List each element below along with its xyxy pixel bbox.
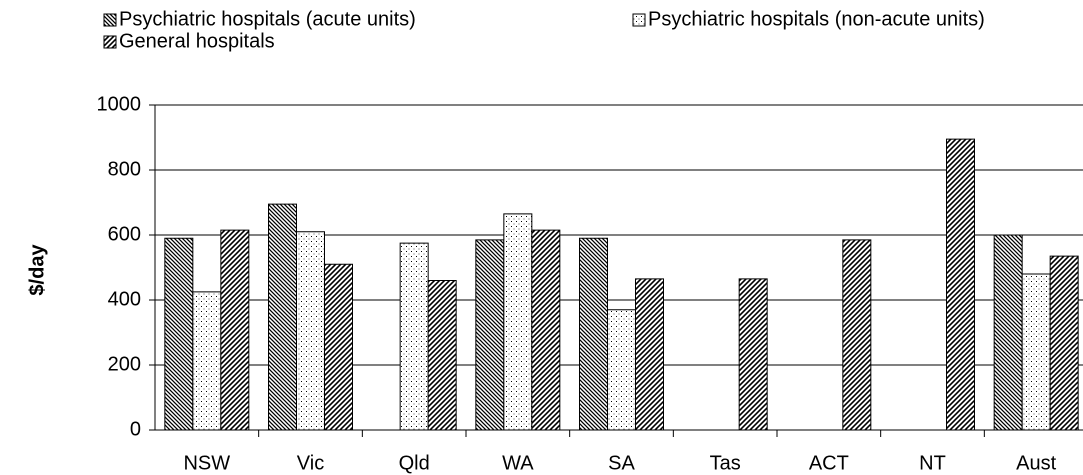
bar <box>531 229 561 431</box>
x-tick-label: Tas <box>710 452 741 474</box>
bar <box>164 237 194 431</box>
y-tick-label: 800 <box>108 158 141 180</box>
bar <box>1049 255 1079 431</box>
y-tick-label: 600 <box>108 223 141 245</box>
bar <box>503 213 533 431</box>
bar <box>268 203 297 431</box>
bar <box>635 278 664 431</box>
bar <box>579 237 608 431</box>
x-tick-label: WA <box>502 452 534 474</box>
x-tick-label: Qld <box>399 452 430 474</box>
bar <box>1021 273 1051 431</box>
x-tick-label: Vic <box>297 452 324 474</box>
bar <box>475 239 505 431</box>
bar <box>296 231 325 431</box>
y-tick-label: 400 <box>108 288 141 310</box>
bar <box>607 309 636 431</box>
legend-label: Psychiatric hospitals (acute units) <box>119 8 416 30</box>
bar <box>427 280 457 431</box>
bar <box>220 229 250 431</box>
bar <box>993 234 1023 431</box>
x-tick-label: NSW <box>183 452 230 474</box>
bar <box>842 239 872 431</box>
y-tick-label: 200 <box>108 353 141 375</box>
legend-swatch <box>103 13 117 27</box>
y-tick-label: 1000 <box>97 93 142 115</box>
x-tick-label: SA <box>608 452 635 474</box>
x-tick-label: NT <box>919 452 946 474</box>
legend-label: Psychiatric hospitals (non-acute units) <box>648 8 985 30</box>
bar <box>738 278 768 431</box>
bar <box>946 138 975 431</box>
legend-swatch <box>632 13 646 27</box>
legend-label: General hospitals <box>119 30 275 52</box>
legend-swatch <box>103 35 117 49</box>
y-tick-label: 0 <box>130 418 141 440</box>
bar <box>399 242 429 431</box>
bar <box>324 263 353 431</box>
bar <box>192 291 222 431</box>
y-axis-label: $/day <box>26 244 48 296</box>
x-tick-label: ACT <box>809 452 849 474</box>
x-tick-label: Aust <box>1016 452 1056 474</box>
